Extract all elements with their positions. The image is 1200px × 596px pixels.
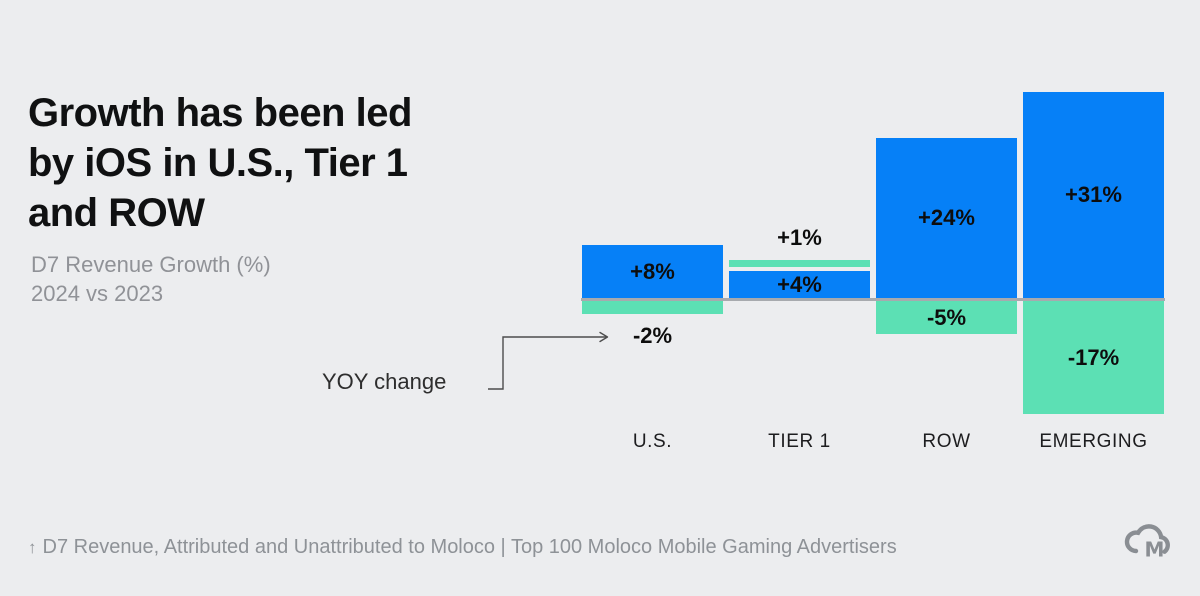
bar-emerging-blue xyxy=(1023,92,1164,298)
x-axis-baseline xyxy=(581,298,1165,301)
bar-value-label: +1% xyxy=(777,225,822,250)
bar-value-label: +4% xyxy=(777,272,822,297)
category-label-u-s: U.S. xyxy=(632,431,673,452)
yoy-change-annotation: YOY change xyxy=(322,369,447,394)
bar-tier-1-green xyxy=(729,260,870,267)
bar-row-blue xyxy=(876,138,1017,298)
bar-tier-1-blue xyxy=(729,271,870,298)
footnote-up-arrow-icon: ↑ xyxy=(28,538,37,557)
bar-row-green xyxy=(876,301,1017,334)
source-footnote: ↑ D7 Revenue, Attributed and Unattributed… xyxy=(28,536,897,559)
bar-value-label: -5% xyxy=(926,305,967,330)
moloco-cloud-logo-icon: M xyxy=(1124,524,1170,562)
bar-value-label: -2% xyxy=(632,323,673,348)
bar-value-label: -17% xyxy=(1067,345,1120,370)
category-label-emerging: EMERGING xyxy=(1039,431,1148,452)
bar-value-label: +31% xyxy=(1065,182,1122,207)
category-label-row: ROW xyxy=(922,431,971,452)
bar-value-label: +8% xyxy=(630,259,675,284)
bar-u-s-blue xyxy=(582,245,723,298)
category-label-tier-1: TIER 1 xyxy=(768,431,831,452)
bar-emerging-green xyxy=(1023,301,1164,414)
chart-title: Growth has been led by iOS in U.S., Tier… xyxy=(28,91,412,235)
svg-text:M: M xyxy=(1145,538,1165,562)
bar-u-s-green xyxy=(582,301,723,314)
footnote-text: D7 Revenue, Attributed and Unattributed … xyxy=(42,536,897,558)
chart-subtitle: D7 Revenue Growth (%) 2024 vs 2023 xyxy=(31,252,271,306)
annotation-arrow-icon xyxy=(488,331,609,390)
bar-value-label: +24% xyxy=(918,205,975,230)
